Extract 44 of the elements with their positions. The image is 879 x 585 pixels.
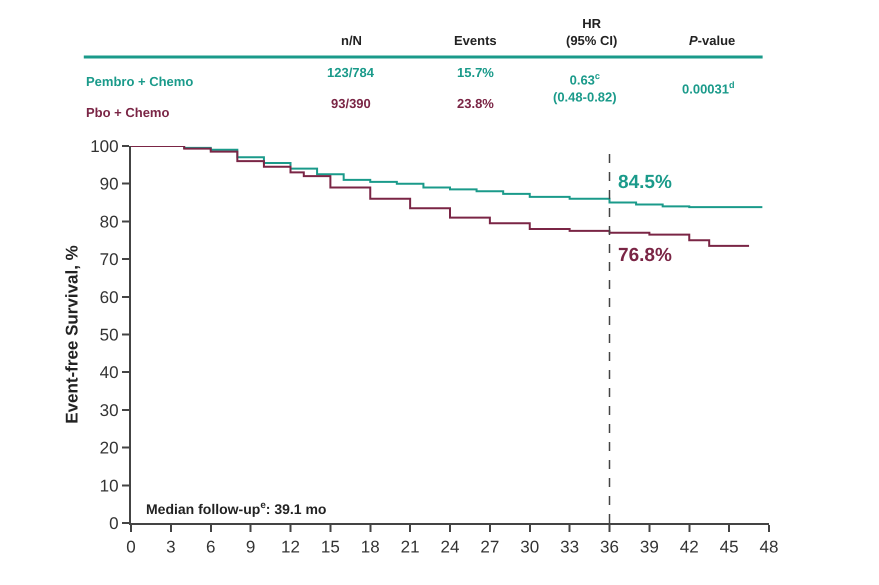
- text: P-value: [689, 33, 736, 48]
- y-tick-label: 50: [100, 325, 119, 344]
- text: 0.63$^{c}$ (0.48-0.82): [553, 71, 617, 104]
- x-tick-label: 21: [400, 537, 420, 556]
- series-label: Pbo + Chemo: [86, 105, 170, 120]
- y-tick-label: 20: [100, 438, 119, 458]
- y-tick-label: 30: [100, 400, 119, 420]
- y-tick-label: 60: [100, 288, 119, 307]
- text: 123/784: [327, 65, 375, 80]
- x-tick-label: 33: [560, 537, 580, 556]
- text: Pembro + Chemo: [86, 74, 194, 89]
- y-tick-label: 10: [100, 476, 119, 496]
- annotation: 84.5%: [618, 172, 672, 193]
- x-tick-label: 18: [360, 537, 380, 556]
- y-tick-label: 40: [100, 363, 119, 382]
- text: n/N: [341, 33, 362, 48]
- x-tick-label: 0: [126, 537, 136, 556]
- y-axis-title: Event-free Survival, %: [62, 245, 82, 424]
- y-tick-label: 90: [100, 174, 119, 194]
- y-tick-label: 0: [109, 514, 119, 533]
- text: 0.00031$^{d}$: [682, 80, 735, 96]
- text: HR (95% CI): [566, 16, 618, 48]
- x-tick-label: 42: [680, 537, 699, 556]
- x-tick-label: 48: [760, 537, 778, 556]
- x-tick-label: 36: [600, 537, 619, 556]
- x-tick-label: 15: [320, 537, 340, 556]
- text: Events: [454, 33, 497, 48]
- x-tick-label: 12: [281, 537, 300, 556]
- x-tick-label: 24: [440, 537, 460, 556]
- x-tick-label: 9: [246, 537, 256, 556]
- y-tick-label: 100: [90, 136, 119, 156]
- x-tick-label: 30: [520, 537, 540, 556]
- text: 23.8%: [457, 96, 494, 111]
- y-tick-label: 70: [100, 250, 119, 270]
- x-tick-label: 6: [206, 537, 216, 556]
- text: 15.7%: [457, 65, 494, 80]
- x-tick-label: 45: [720, 537, 739, 556]
- annotation: Median follow-up$^{e}$: 39.1 mo: [146, 500, 326, 517]
- x-tick-label: 39: [640, 537, 659, 556]
- x-tick-label: 27: [480, 537, 500, 556]
- y-tick-label: 80: [100, 212, 119, 232]
- annotation: 76.8%: [618, 245, 672, 266]
- text: 93/390: [331, 96, 371, 111]
- x-tick-label: 3: [166, 537, 176, 556]
